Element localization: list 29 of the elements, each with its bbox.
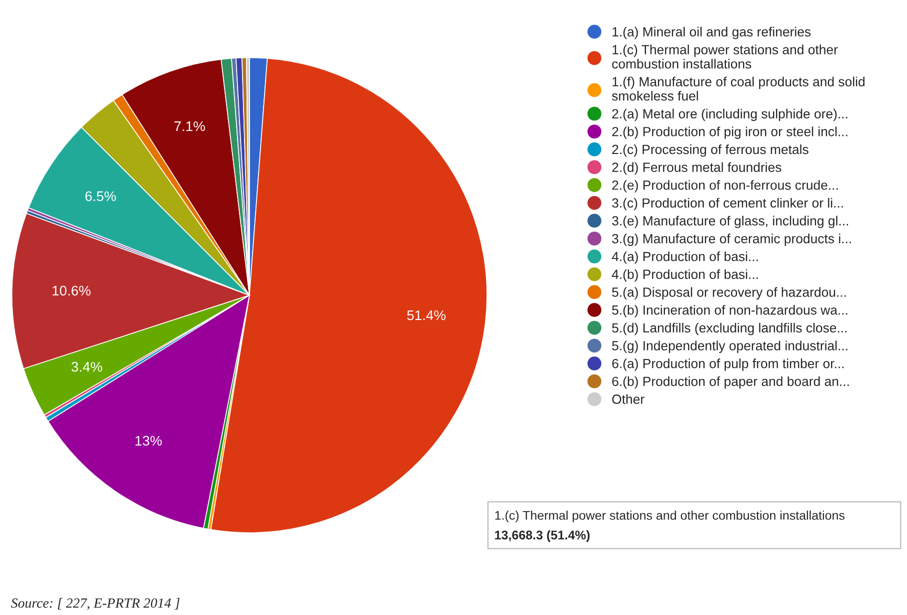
legend-label: 1.(c) Thermal power stations and other combustion installations	[612, 44, 838, 69]
legend-label: 2.(a) Metal ore (including sulphide ore)...	[612, 108, 848, 122]
legend-label: 5.(d) Landfills (excluding landfills close...	[612, 322, 847, 336]
legend-label: 1.(a) Mineral oil and gas refineries	[612, 26, 811, 40]
legend-label: 5.(a) Disposal or recovery of hazardou...	[612, 287, 846, 300]
data-label: 6.5%	[85, 191, 116, 202]
text: 13,668.3 (51.4%)	[495, 530, 590, 542]
legend-label: 6.(b) Production of paper and board an...	[612, 376, 849, 389]
legend-label: 1.(f) Manufacture of coal products and solid smokeless fuel	[612, 76, 864, 101]
legend-label: 4.(a) Production of basi...	[612, 251, 758, 264]
legend-label: 2.(b) Production of pig iron or steel incl...	[612, 126, 848, 139]
legend-label: 6.(a) Production of pulp from timber or...	[612, 358, 844, 371]
data-label: 7.1%	[174, 121, 205, 132]
data-label: 51.4%	[407, 310, 446, 320]
legend-label: 3.(g) Manufacture of ceramic products i...	[612, 234, 851, 246]
source-note: Source: [ 227, E-PRTR 2014 ]	[11, 598, 180, 610]
text: 1.(c) Thermal power stations and other combustion installations	[495, 510, 845, 522]
legend-label: Other	[612, 394, 644, 404]
legend-label: 4.(b) Production of basi...	[612, 269, 758, 282]
data-label: 13%	[136, 436, 162, 446]
legend-label: 2.(c) Processing of ferrous metals	[612, 144, 808, 157]
data-label: 10.6%	[52, 286, 90, 296]
legend-label: 5.(b) Incineration of non-hazardous wa...	[612, 305, 848, 318]
data-label: 3.4%	[72, 362, 102, 372]
legend-label: 5.(g) Independently operated industrial...	[612, 340, 848, 353]
legend-label: 3.(c) Production of cement clinker or li...	[612, 198, 843, 210]
legend-label: 2.(e) Production of non-ferrous crude...	[612, 180, 838, 192]
legend-label: 2.(d) Ferrous metal foundries	[612, 162, 782, 175]
legend-label: 3.(e) Manufacture of glass, including gl...	[612, 216, 848, 228]
